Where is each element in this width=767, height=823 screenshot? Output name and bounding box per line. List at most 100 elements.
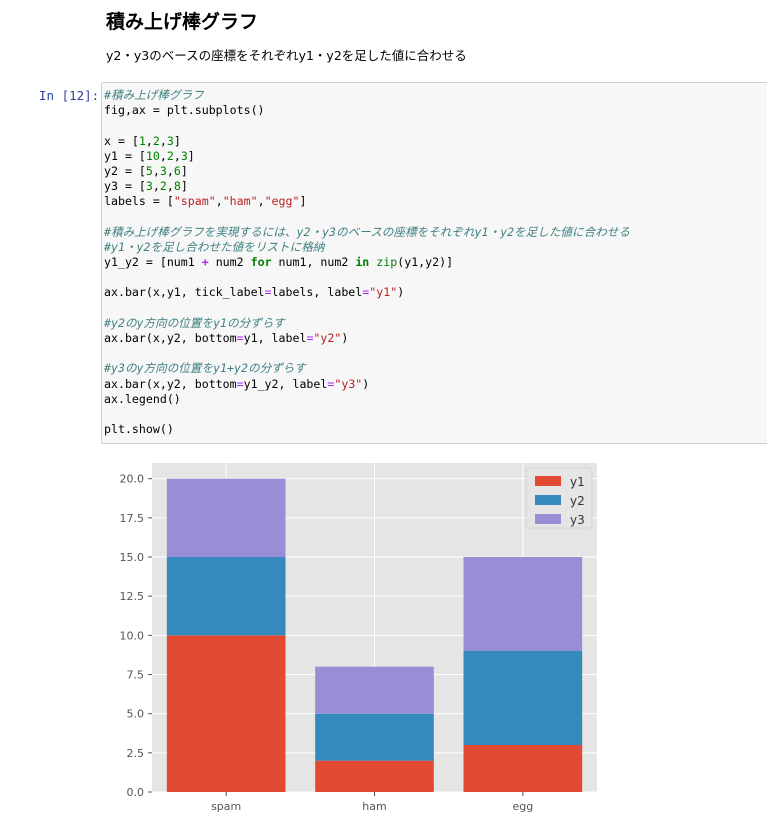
code-token: fig,ax = plt.subplots() — [104, 103, 265, 118]
code-token: y1_y2 = [num1 — [104, 255, 202, 270]
code-line: fig,ax = plt.subplots() — [104, 103, 630, 118]
code-token: , — [166, 179, 174, 194]
code-line: y1_y2 = [num1 + num2 for num1, num2 in z… — [104, 255, 630, 270]
code-token: "y2" — [313, 331, 342, 345]
bar-y2-egg — [463, 651, 583, 745]
bar-y3-spam — [166, 478, 286, 557]
code-token: 8 — [173, 179, 181, 194]
markdown-description: y2・y3のベースの座標をそれぞれy1・y2を足した値に合わせる — [106, 48, 467, 63]
code-token: , — [159, 133, 167, 148]
bar-y1-egg — [463, 745, 583, 792]
code-token: #積み上げ棒グラフ — [104, 88, 204, 102]
y-tick-label: 10.0 — [120, 629, 145, 642]
code-token: , — [215, 194, 223, 209]
code-line: ax.bar(x,y1, tick_label=labels, label="y… — [104, 285, 630, 300]
code-token: , — [152, 163, 160, 178]
code-token: , — [173, 148, 181, 163]
code-token: y3 = [ — [104, 179, 146, 194]
code-token: 1 — [138, 133, 146, 148]
code-token: "y3" — [334, 376, 363, 391]
code-token: y1 = [ — [104, 148, 146, 163]
code-line: #y2のy方向の位置をy1の分ずらす — [104, 316, 630, 331]
code-token: labels, label — [271, 285, 363, 300]
code-token: 3 — [166, 133, 174, 148]
code-token: y2 = [ — [104, 163, 146, 178]
code-token: = — [264, 285, 272, 300]
code-token: plt.show() — [104, 422, 174, 437]
code-text[interactable]: #積み上げ棒グラフ fig,ax = plt.subplots() x = [1,… — [104, 88, 630, 437]
bar-y3-ham — [315, 666, 434, 714]
y-tick-label: 5.0 — [127, 708, 145, 721]
code-token: 3 — [159, 163, 167, 178]
code-token: y1_y2, label — [243, 376, 328, 391]
y-tick-label: 0.0 — [127, 786, 145, 799]
code-line: y2 = [5,3,6] — [104, 164, 630, 179]
code-line — [104, 346, 630, 361]
code-token: 2 — [166, 148, 174, 163]
code-token: ax.bar(x,y1, tick_label — [104, 285, 265, 300]
code-line — [104, 210, 630, 225]
code-token: = — [306, 331, 314, 345]
code-token: 10 — [145, 148, 160, 163]
code-token: , — [152, 179, 160, 194]
code-cell-editor[interactable] — [101, 82, 767, 444]
code-token: "spam" — [173, 194, 216, 209]
y-tick-label: 20.0 — [120, 473, 145, 486]
code-token: labels = [ — [104, 194, 174, 209]
chart-output: 0.0 2.5 5.0 7.5 10.0 12.5 15.0 17.5 20.0 spam ham e… — [0, 455, 767, 819]
code-token: y1, label — [243, 331, 307, 345]
code-line: labels = ["spam","ham","egg"] — [104, 194, 630, 209]
bar-y3-egg — [463, 557, 583, 651]
y-tick-label: 2.5 — [127, 747, 145, 760]
code-token: + — [201, 255, 209, 270]
code-token: ) — [362, 376, 370, 391]
code-token: "y1" — [369, 285, 398, 300]
y-tick-label: 15.0 — [120, 551, 145, 564]
code-token: ] — [173, 133, 181, 148]
code-token: 6 — [173, 163, 181, 178]
legend-swatch-y2 — [535, 495, 561, 505]
code-line: x = [1,2,3] — [104, 134, 630, 149]
code-token: zip — [376, 255, 398, 270]
legend-swatch-y3 — [535, 514, 561, 524]
bar-y2-ham — [315, 713, 434, 761]
code-token: , — [166, 163, 174, 178]
code-token: ) — [397, 285, 405, 300]
code-line: ax.legend() — [104, 392, 630, 407]
code-token: num2 — [208, 255, 251, 270]
code-line — [104, 118, 630, 133]
code-token: ) — [341, 331, 349, 345]
code-line: #y3のy方向の位置をy1+y2の分ずらす — [104, 361, 630, 376]
code-line — [104, 407, 630, 422]
code-line: ax.bar(x,y2, bottom=y1, label="y2") — [104, 331, 630, 346]
code-line: plt.show() — [104, 422, 630, 437]
code-token: ] — [299, 194, 307, 209]
input-prompt: In [12]: — [39, 88, 100, 103]
code-token: ax.bar(x,y2, bottom — [104, 331, 237, 345]
code-token: , — [159, 148, 167, 163]
y-tick-label: 7.5 — [127, 669, 145, 682]
code-line — [104, 301, 630, 316]
code-line — [104, 270, 630, 285]
code-token: ax.bar(x,y2, bottom — [104, 376, 237, 391]
legend-label: y2 — [570, 494, 585, 508]
code-token: = — [236, 331, 244, 345]
y-tick-label: 12.5 — [120, 590, 145, 603]
code-token: in — [355, 255, 370, 270]
code-token: ] — [180, 179, 188, 194]
code-token: #y2のy方向の位置をy1の分ずらす — [104, 315, 285, 330]
code-token: "ham" — [222, 194, 258, 209]
code-token: ] — [187, 148, 195, 163]
code-line: #積み上げ棒グラフ — [104, 88, 630, 103]
code-line: y1 = [10,2,3] — [104, 149, 630, 164]
code-token: 3 — [180, 148, 188, 163]
code-token: = — [327, 376, 335, 391]
code-token: = — [362, 285, 370, 300]
code-token: 2 — [159, 179, 167, 194]
code-token: for — [250, 255, 272, 270]
x-tick-label: spam — [211, 800, 241, 813]
x-tick-label: egg — [512, 800, 533, 813]
x-tick-label: ham — [362, 800, 386, 813]
markdown-heading: 積み上げ棒グラフ — [106, 11, 259, 33]
code-token: #y3のy方向の位置をy1+y2の分ずらす — [104, 361, 306, 376]
